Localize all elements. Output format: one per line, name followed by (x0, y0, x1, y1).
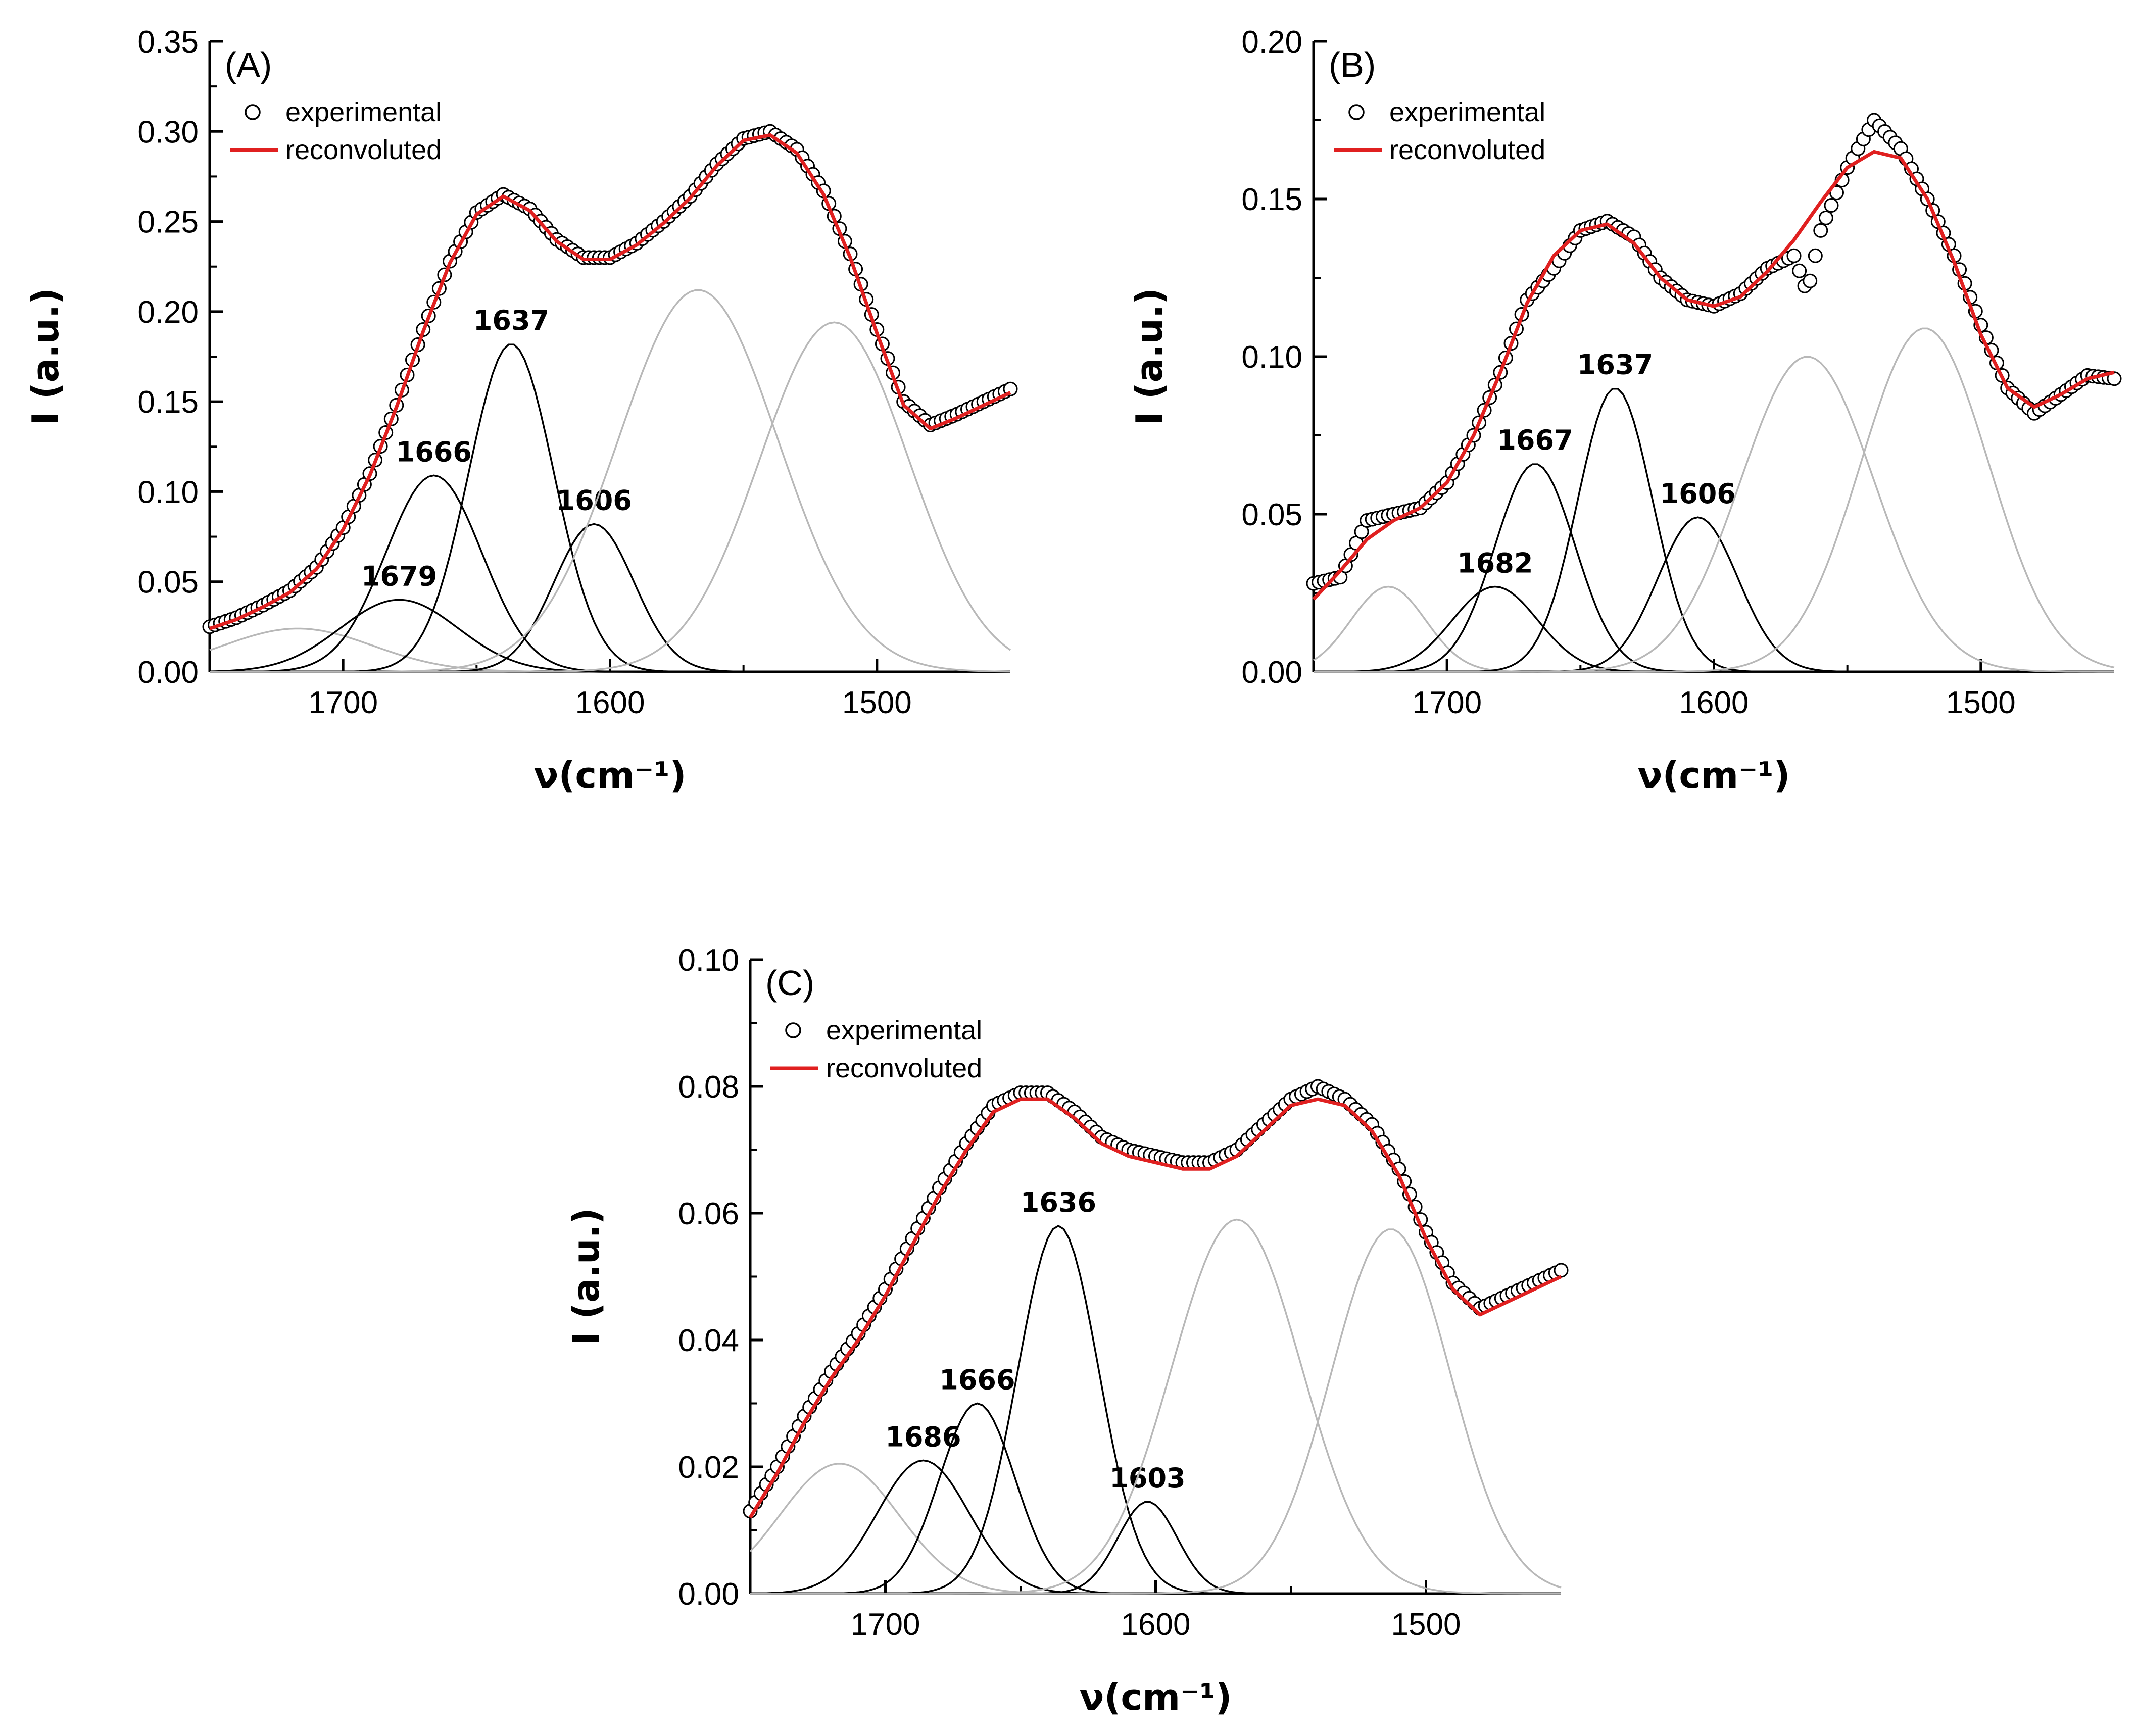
peak-label: 1686 (885, 1421, 961, 1453)
component-peak-6 (210, 321, 1011, 673)
component-peak-5 (210, 289, 1011, 673)
reconvoluted-line (209, 133, 1011, 630)
peak-label: 1666 (396, 436, 472, 468)
legend-label-experimental: experimental (1389, 97, 1545, 127)
x-tick-label: 1700 (308, 685, 378, 720)
y-axis-title: I (a.u.) (24, 288, 67, 425)
component-peak-6 (1314, 327, 2115, 673)
component-peak-2 (750, 1402, 1561, 1595)
reconvoluted-line (749, 1097, 1562, 1519)
y-tick-label: 0.08 (678, 1070, 739, 1105)
peak-label: 1682 (1457, 548, 1533, 579)
peak-label: 1679 (361, 560, 437, 592)
panel-label: (C) (765, 963, 814, 1003)
experimental-point (1808, 248, 1823, 263)
y-tick-label: 0.02 (678, 1450, 739, 1485)
experimental-point (1792, 263, 1807, 278)
experimental-point (1818, 210, 1833, 225)
legend-label-reconvoluted: reconvoluted (285, 135, 442, 165)
x-axis-title: ν(cm⁻¹) (1079, 1676, 1232, 1718)
y-tick-label: 0.10 (678, 943, 739, 978)
x-tick-label: 1700 (851, 1607, 920, 1642)
legend-marker-experimental (785, 1022, 801, 1038)
panel-c: 0.00 0.02 0.04 0.06 0.08 0.10 1700 1600 1500 ν(cm… (565, 943, 1569, 1718)
legend-label-reconvoluted: reconvoluted (826, 1053, 982, 1083)
reconvoluted-line (1312, 150, 2115, 601)
x-tick-label: 1600 (1121, 1607, 1191, 1642)
experimental-point (1786, 248, 1802, 263)
legend-label-reconvoluted: reconvoluted (1389, 135, 1545, 165)
peak-label: 1666 (939, 1364, 1015, 1396)
panel-label: (A) (225, 45, 272, 84)
peak-label: 1606 (1660, 478, 1736, 510)
x-axis-title: ν(cm⁻¹) (1637, 754, 1790, 797)
panel-a: 0.00 0.05 0.10 0.15 0.20 0.25 0.30 0.35 1700 1600… (24, 25, 1018, 797)
y-tick-label: 0.15 (137, 385, 199, 420)
y-tick-label: 0.25 (137, 205, 199, 240)
legend-label-experimental: experimental (826, 1015, 982, 1046)
y-tick-label: 0.05 (137, 565, 199, 600)
peak-label: 1637 (1577, 349, 1653, 380)
y-tick-label: 0.00 (1241, 655, 1302, 690)
component-peak-5 (750, 1218, 1561, 1595)
y-tick-label: 0.30 (137, 115, 199, 150)
y-tick-label: 0.06 (678, 1197, 739, 1231)
experimental-series (743, 1079, 1569, 1519)
legend-label-experimental: experimental (285, 97, 442, 127)
y-tick-label: 0.00 (678, 1577, 739, 1612)
y-tick-label: 0.05 (1241, 498, 1302, 532)
experimental-point (1824, 198, 1839, 213)
legend-marker-experimental (1348, 104, 1365, 120)
x-axis-title: ν(cm⁻¹) (533, 754, 686, 797)
experimental-point (1813, 223, 1828, 238)
y-tick-label: 0.04 (678, 1323, 739, 1358)
peak-label: 1603 (1109, 1462, 1185, 1494)
experimental-series (1306, 113, 2122, 591)
y-tick-label: 0.00 (137, 655, 199, 690)
y-tick-label: 0.10 (137, 475, 199, 510)
y-tick-label: 0.20 (137, 295, 199, 330)
x-tick-label: 1500 (1391, 1607, 1461, 1642)
x-tick-label: 1500 (1946, 685, 2016, 720)
peak-label: 1636 (1021, 1186, 1096, 1218)
y-tick-label: 0.35 (137, 25, 199, 60)
component-peak-4 (750, 1501, 1561, 1595)
y-tick-label: 0.20 (1241, 25, 1302, 60)
x-tick-label: 1600 (1679, 685, 1749, 720)
peak-label: 1637 (473, 305, 549, 336)
component-peak-5 (1314, 356, 2114, 673)
experimental-point (2107, 371, 2122, 386)
y-tick-label: 0.15 (1241, 182, 1302, 217)
panel-label: (B) (1329, 45, 1376, 84)
panel-b: 0.00 0.05 0.10 0.15 0.20 1700 1600 1500 ν(cm⁻¹) I… (1128, 25, 2122, 797)
y-tick-label: 0.10 (1241, 340, 1302, 375)
experimental-point (1554, 1263, 1569, 1278)
experimental-point (1803, 273, 1818, 288)
x-tick-label: 1600 (575, 685, 645, 720)
peak-label: 1667 (1497, 424, 1573, 456)
component-peak-4 (1314, 516, 2114, 673)
x-tick-label: 1700 (1412, 685, 1482, 720)
component-peak-6 (750, 1228, 1562, 1595)
y-axis-title: I (a.u.) (565, 1208, 607, 1345)
component-peak-3 (750, 1225, 1561, 1595)
y-axis-title: I (a.u.) (1128, 288, 1171, 425)
peak-label: 1606 (556, 485, 632, 517)
legend-marker-experimental (245, 104, 261, 120)
x-tick-label: 1500 (842, 685, 912, 720)
